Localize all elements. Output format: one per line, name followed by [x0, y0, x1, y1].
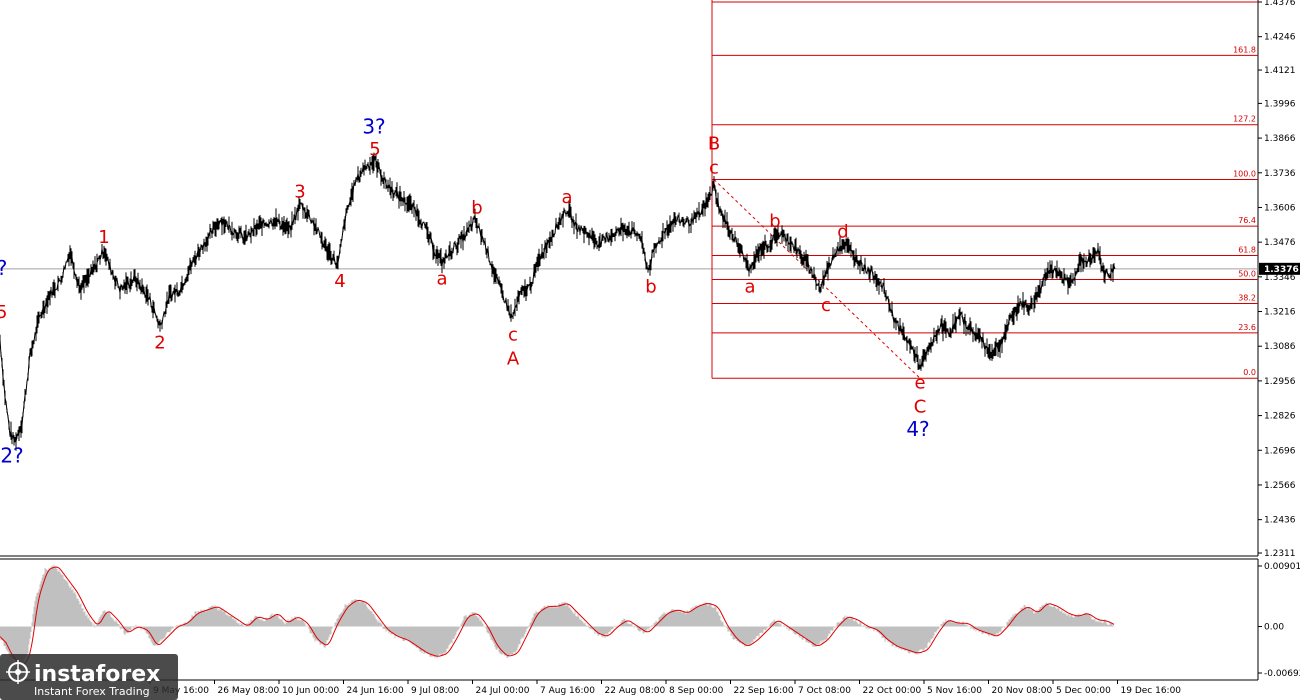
time-tick-label: 20 Nov 08:00	[992, 686, 1053, 696]
fib-level-label: 23.6	[1238, 323, 1256, 332]
wave-label-red: 4	[334, 271, 345, 292]
current-price-tag	[1259, 262, 1300, 275]
watermark-background	[0, 654, 178, 700]
time-tick-label: 22 Oct 00:00	[863, 686, 922, 696]
wave-label-red: b	[769, 211, 780, 232]
fib-level-label: 38.2	[1238, 294, 1256, 303]
price-tick-label: 1.3216	[1264, 308, 1296, 318]
fibonacci-levels: 161.8 127.2 100.0 76.4 61.8 50.0 38.2 23.6 0.0	[711, 0, 1258, 379]
price-tick-label: 1.4121	[1264, 66, 1296, 76]
wave-label-red: b	[645, 276, 656, 297]
wave-label-red: c	[709, 157, 719, 178]
price-tick-label: 1.4376	[1264, 0, 1296, 8]
wave-label-red: a	[744, 276, 755, 297]
price-series	[0, 152, 1116, 451]
osc-tick-label: 0.00901	[1264, 562, 1300, 572]
wave-label-blue: ?	[0, 256, 7, 280]
price-tick-label: 1.3476	[1264, 238, 1296, 248]
wave-label-red: 5	[369, 139, 380, 160]
wave-label-red: 1	[98, 227, 109, 248]
time-tick-label: 19 Dec 16:00	[1121, 686, 1182, 696]
watermark-brand: instaforex	[34, 662, 160, 687]
price-tick-label: 1.2826	[1264, 412, 1296, 422]
wave-label-red: a	[436, 268, 447, 289]
wave-label-blue: 2?	[0, 444, 23, 468]
fib-level-label: 127.2	[1233, 115, 1256, 124]
time-tick-label: 22 Aug 08:00	[605, 686, 666, 696]
wave-label-red: A	[507, 348, 520, 369]
time-tick-label: 9 Jul 08:00	[411, 686, 460, 696]
price-tick-label: 1.2436	[1264, 516, 1296, 526]
price-tick-label: 1.2956	[1264, 377, 1296, 387]
oscillator-signal-line	[0, 566, 1115, 666]
edge-wave-label: 5	[0, 302, 7, 323]
time-tick-label: 24 Jun 16:00	[347, 686, 404, 696]
time-tick-label: 26 May 08:00	[218, 686, 280, 696]
wave-label-red: c	[508, 324, 518, 345]
time-tick-label: 5 Dec 00:00	[1056, 686, 1111, 696]
instaforex-logo-icon	[6, 660, 30, 684]
time-tick-label: 5 Nov 16:00	[927, 686, 982, 696]
time-tick-label: 7 Aug 16:00	[540, 686, 595, 696]
time-tick-label: 10 Jun 00:00	[282, 686, 339, 696]
time-tick-label: 7 Oct 08:00	[798, 686, 851, 696]
wave-label-red: d	[837, 222, 848, 243]
fib-level-label: 61.8	[1238, 245, 1256, 254]
price-tick-label: 1.3736	[1264, 169, 1296, 179]
price-tick-label: 1.3866	[1264, 134, 1296, 144]
wave-label-red: 2	[154, 332, 165, 353]
price-tick-label: 1.3606	[1264, 203, 1296, 213]
price-axis-ticks: 1.4376 1.4246 1.4121 1.3996 1.3866 1.3736 1.36…	[1258, 0, 1296, 559]
wave-label-red: C	[914, 397, 927, 418]
time-axis-ticks: 9 May 16:00 26 May 08:00 10 Jun 00:00 24 Ju…	[149, 680, 1182, 696]
time-tick-label: 24 Jul 00:00	[476, 686, 530, 696]
price-tick-label: 1.2696	[1264, 446, 1296, 456]
price-tick-label: 1.2311	[1264, 549, 1296, 559]
oscillator-axis-ticks: 0.00901 0.00 -0.00692	[1258, 562, 1300, 679]
price-tick-label: 1.3086	[1264, 342, 1296, 352]
time-tick-label: 22 Sep 16:00	[734, 686, 794, 696]
fib-level-label: 76.4	[1238, 216, 1256, 225]
wave-label-red: b	[471, 198, 482, 219]
instaforex-watermark: instaforex Instant Forex Trading	[0, 654, 178, 700]
time-tick-label: 9 May 16:00	[153, 686, 209, 696]
fib-level-label: 50.0	[1238, 270, 1256, 279]
watermark-tagline: Instant Forex Trading	[34, 685, 150, 698]
wave-label-blue: 3?	[362, 115, 385, 139]
price-tick-label: 1.2566	[1264, 481, 1296, 491]
wave-label-red: c	[821, 295, 831, 316]
osc-tick-label: 0.00	[1264, 623, 1284, 633]
wave-label-red: a	[561, 187, 572, 208]
time-tick-label: 8 Sep 00:00	[669, 686, 724, 696]
wave-label-red: e	[914, 372, 925, 393]
price-tick-label: 1.3996	[1264, 99, 1296, 109]
current-price-label: 1.3376	[1264, 265, 1299, 275]
oscillator-series	[0, 564, 1115, 668]
wave-label-red: 3	[294, 182, 305, 203]
fib-level-label: 0.0	[1243, 368, 1256, 377]
fib-level-label: 100.0	[1233, 169, 1256, 178]
price-tick-label: 1.4246	[1264, 33, 1296, 43]
price-tick-label: 1.3346	[1264, 273, 1296, 283]
wave-label-red: B	[708, 134, 720, 155]
wave-label-blue: 4?	[906, 417, 929, 441]
osc-tick-label: -0.00692	[1264, 669, 1300, 679]
fib-level-label: 161.8	[1233, 45, 1256, 54]
price-bars	[0, 152, 1115, 451]
